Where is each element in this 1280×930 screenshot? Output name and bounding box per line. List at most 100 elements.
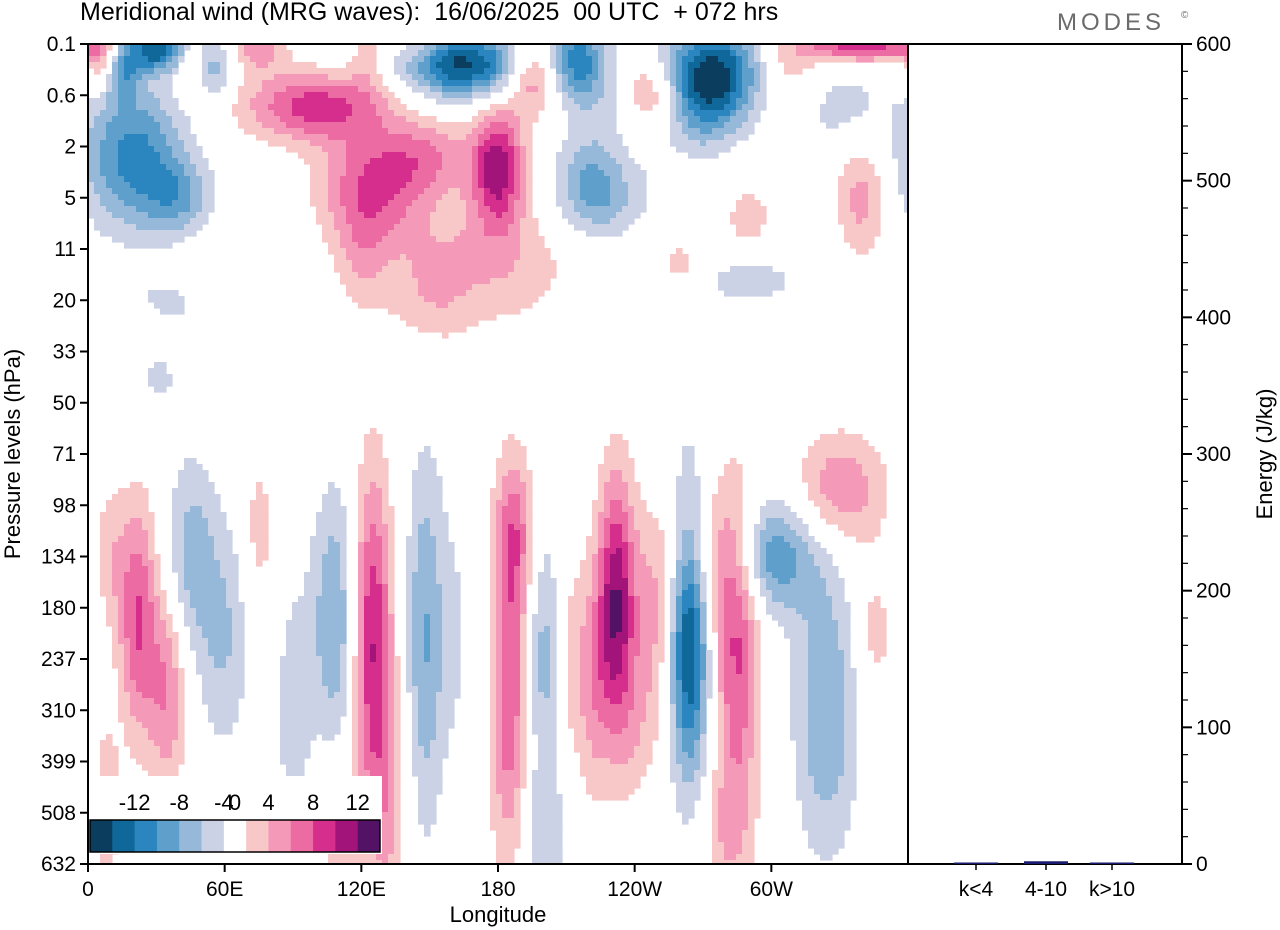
wind-cell xyxy=(652,662,659,669)
wind-cell xyxy=(610,620,623,627)
wind-cell xyxy=(628,602,635,609)
wind-cell xyxy=(682,596,695,603)
wind-cell xyxy=(418,728,437,735)
wind-cell xyxy=(676,752,689,759)
wind-cell xyxy=(364,662,383,669)
wind-cell xyxy=(298,596,317,603)
wind-cell xyxy=(622,668,629,675)
wind-cell xyxy=(598,140,623,147)
wind-cell xyxy=(280,656,323,663)
wind-cell xyxy=(190,602,227,609)
wind-cell xyxy=(682,554,695,561)
wind-cell xyxy=(640,542,665,549)
wind-cell xyxy=(106,128,161,135)
wind-cell xyxy=(544,626,551,633)
wind-cell xyxy=(682,818,689,825)
wind-cell xyxy=(838,626,851,633)
wind-cell xyxy=(412,584,443,591)
wind-cell xyxy=(232,644,245,651)
wind-cell xyxy=(118,74,125,81)
wind-cell xyxy=(676,686,683,693)
wind-cell xyxy=(514,182,521,189)
wind-cell xyxy=(364,212,377,219)
wind-cell xyxy=(484,44,497,51)
wind-cell xyxy=(370,734,383,741)
wind-cell xyxy=(700,662,707,669)
wind-cell xyxy=(472,188,485,195)
wind-cell xyxy=(388,704,395,711)
wind-cell xyxy=(370,836,395,843)
wind-cell xyxy=(844,764,857,771)
wind-cell xyxy=(742,836,755,843)
wind-cell xyxy=(508,560,521,567)
wind-cell xyxy=(250,506,269,513)
wind-cell xyxy=(592,686,605,693)
wind-cell xyxy=(742,746,755,753)
wind-cell xyxy=(730,710,749,717)
energy-bar xyxy=(1090,862,1134,864)
wind-cell xyxy=(748,116,761,123)
wind-cell xyxy=(388,536,395,543)
wind-cell xyxy=(496,614,503,621)
wind-cell xyxy=(556,200,575,207)
wind-cell xyxy=(490,752,497,759)
wind-cell xyxy=(700,686,707,693)
wind-cell xyxy=(340,656,347,663)
wind-cell xyxy=(136,614,143,621)
wind-cell xyxy=(718,656,725,663)
wind-cell xyxy=(148,770,179,777)
wind-cell xyxy=(112,578,125,585)
wind-cell xyxy=(682,662,695,669)
wind-cell xyxy=(340,200,359,207)
wind-cell xyxy=(490,662,497,669)
wind-cell xyxy=(352,56,377,63)
wind-cell xyxy=(328,74,353,81)
wind-cell xyxy=(172,44,179,51)
wind-cell xyxy=(118,614,125,621)
wind-cell xyxy=(670,650,677,657)
wind-cell xyxy=(292,134,329,141)
wind-cell xyxy=(676,692,683,699)
wind-cell xyxy=(214,536,233,543)
wind-cell xyxy=(508,158,515,165)
wind-cell xyxy=(388,764,395,771)
wind-cell xyxy=(304,158,329,165)
wind-cell xyxy=(190,218,209,225)
wind-cell xyxy=(538,656,551,663)
colorbar-label: -12 xyxy=(119,790,151,815)
wind-cell xyxy=(382,632,389,639)
wind-cell xyxy=(676,104,683,111)
wind-cell xyxy=(676,614,683,621)
wind-cell xyxy=(376,854,389,861)
wind-cell xyxy=(628,656,635,663)
wind-cell xyxy=(382,488,389,495)
wind-cell xyxy=(322,662,341,669)
wind-cell xyxy=(106,614,119,621)
wind-cell xyxy=(508,194,521,201)
wind-cell xyxy=(502,524,509,531)
wind-cell xyxy=(412,506,443,513)
wind-cell xyxy=(166,674,179,681)
wind-cell xyxy=(520,242,545,249)
wind-cell xyxy=(808,644,839,651)
wind-cell xyxy=(346,98,371,105)
wind-cell xyxy=(790,722,809,729)
wind-cell xyxy=(604,530,611,537)
wind-cell xyxy=(556,50,563,57)
wind-cell xyxy=(538,764,557,771)
wind-cell xyxy=(136,638,143,645)
wind-cell xyxy=(412,680,443,687)
wind-cell xyxy=(502,212,515,219)
wind-cell xyxy=(370,830,395,837)
wind-cell xyxy=(562,68,575,75)
wind-cell xyxy=(838,200,851,207)
wind-cell xyxy=(484,158,509,165)
wind-cell xyxy=(484,140,509,147)
wind-cell xyxy=(172,494,221,501)
wind-cell xyxy=(388,806,395,813)
wind-cell xyxy=(370,770,389,777)
wind-cell xyxy=(676,110,683,117)
wind-cell xyxy=(682,638,695,645)
wind-cell xyxy=(526,86,539,93)
wind-cell xyxy=(754,74,761,81)
